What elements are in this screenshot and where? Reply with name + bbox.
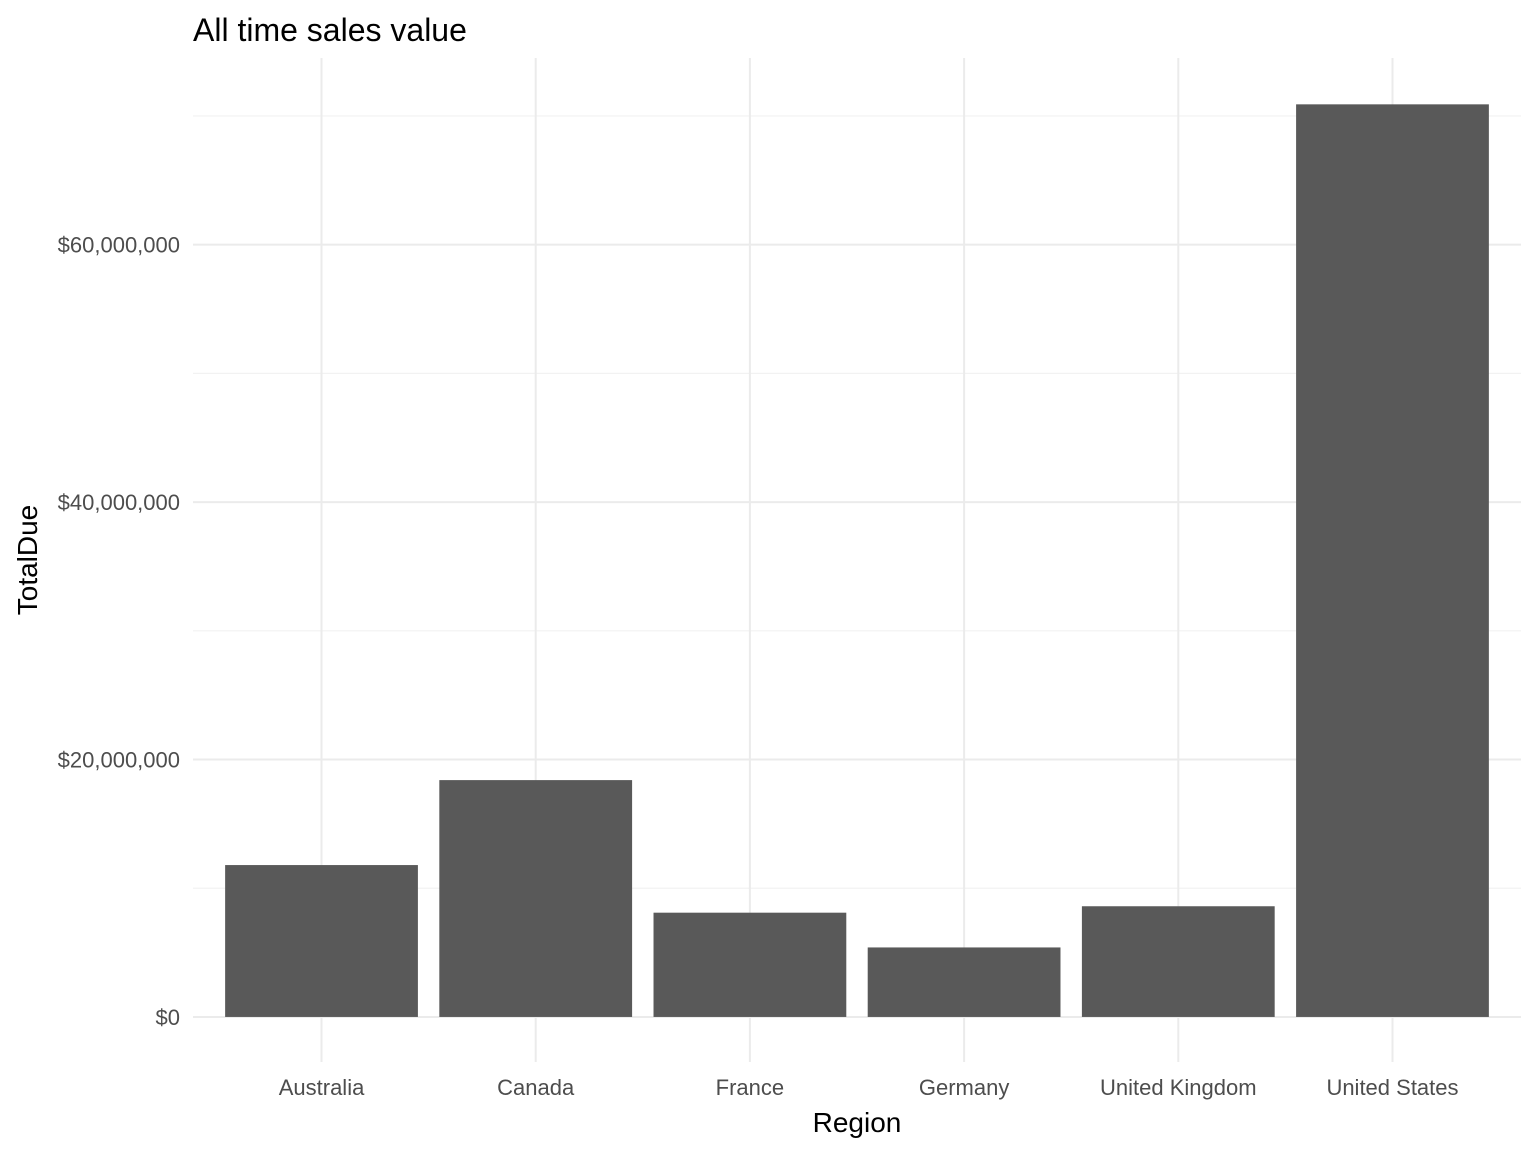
x-tick-label: Canada xyxy=(497,1075,575,1100)
x-tick-label: France xyxy=(716,1075,784,1100)
bar xyxy=(439,780,633,1017)
chart-title: All time sales value xyxy=(193,12,467,48)
bar xyxy=(653,912,847,1017)
bar xyxy=(1081,906,1275,1017)
y-tick-label: $40,000,000 xyxy=(58,490,180,515)
x-axis-ticks: Australia Canada France Germany United Kingd… xyxy=(279,1075,1459,1100)
y-axis-title: TotalDue xyxy=(12,505,43,616)
x-tick-label: United States xyxy=(1326,1075,1458,1100)
y-tick-label: $20,000,000 xyxy=(58,748,180,773)
y-axis-ticks: $0 $20,000,000 $40,000,000 $60,000,000 xyxy=(58,233,180,1030)
y-tick-label: $60,000,000 xyxy=(58,233,180,258)
bar xyxy=(225,865,418,1017)
x-tick-label: Germany xyxy=(919,1075,1009,1100)
bars xyxy=(225,104,1489,1017)
bar xyxy=(867,947,1061,1017)
x-axis-title: Region xyxy=(813,1107,902,1138)
y-tick-label: $0 xyxy=(156,1005,180,1030)
x-tick-label: Australia xyxy=(279,1075,365,1100)
bar xyxy=(1296,104,1489,1017)
x-tick-label: United Kingdom xyxy=(1100,1075,1257,1100)
